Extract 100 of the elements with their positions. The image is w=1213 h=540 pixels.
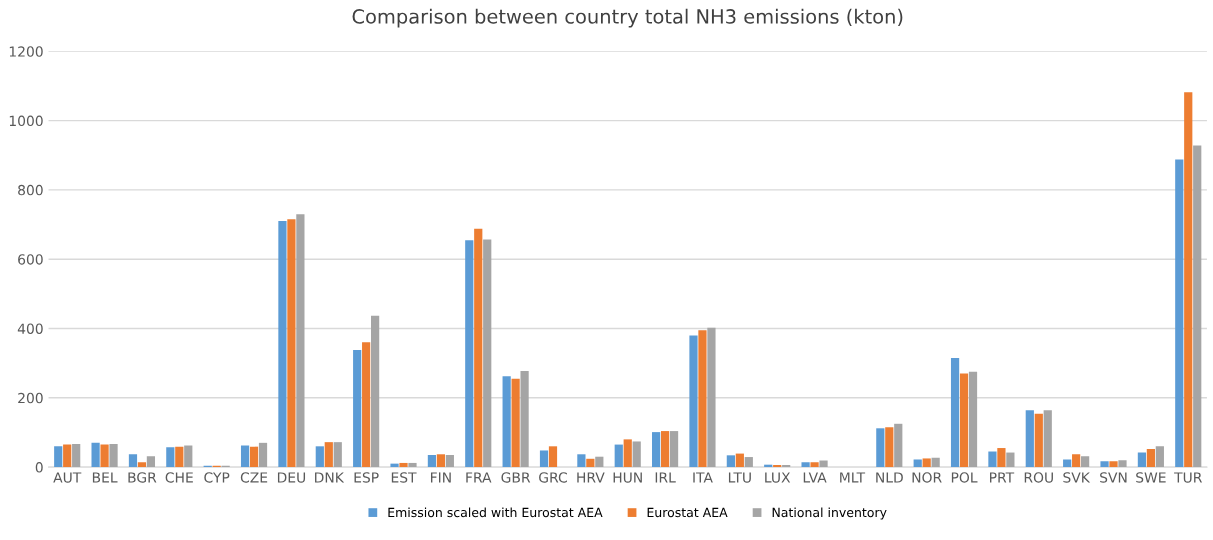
bar <box>689 335 698 468</box>
bar <box>100 444 109 468</box>
bar <box>1175 159 1184 468</box>
bar <box>296 214 305 468</box>
y-tick-label: 800 <box>18 184 43 196</box>
bar <box>146 456 156 468</box>
bar <box>287 219 296 468</box>
x-tick-label: SWE <box>1136 472 1166 483</box>
bar <box>324 442 333 468</box>
x-tick-label: CYP <box>204 472 230 483</box>
bar <box>810 462 819 468</box>
bar <box>623 439 632 468</box>
x-tick-label: MLT <box>840 472 866 483</box>
bar <box>586 458 595 468</box>
x-tick-label: GRC <box>539 472 567 483</box>
x-tick-label: ITA <box>693 472 713 483</box>
bar <box>436 454 445 468</box>
bar <box>315 446 324 468</box>
bar <box>614 444 623 468</box>
x-tick-label: TUR <box>1174 472 1202 483</box>
bar <box>240 445 250 468</box>
x-tick-label: AUT <box>53 472 82 483</box>
x-tick-label: NOR <box>912 472 942 483</box>
x-tick-label: DNK <box>315 472 345 483</box>
bar <box>1043 410 1052 468</box>
bar <box>913 459 922 468</box>
bar <box>1193 145 1202 468</box>
x-tick-label: HRV <box>577 472 605 483</box>
y-tick-label: 1000 <box>9 115 43 127</box>
y-tick-label: 400 <box>17 323 43 334</box>
bar <box>63 444 72 468</box>
bar <box>1100 461 1109 468</box>
bar <box>54 446 63 468</box>
bar <box>539 450 549 468</box>
bar <box>876 428 885 468</box>
bar <box>959 373 969 468</box>
bar <box>819 460 828 468</box>
bar <box>950 357 960 468</box>
bar <box>595 456 604 468</box>
bar <box>445 454 454 468</box>
x-tick-label: ESP <box>354 472 379 483</box>
legend-label: Emission scaled with Eurostat AEA <box>388 507 603 518</box>
bar <box>707 327 716 468</box>
x-tick-label: NLD <box>876 472 903 483</box>
x-tick-label: FIN <box>431 472 451 483</box>
bar <box>1006 452 1015 468</box>
bar <box>408 462 417 468</box>
x-tick-label: CZE <box>240 472 268 483</box>
bar <box>1025 410 1034 468</box>
bar <box>128 454 138 468</box>
bar <box>997 448 1006 468</box>
bar <box>333 442 342 468</box>
bar <box>1109 461 1118 468</box>
bar <box>660 431 670 468</box>
bar <box>258 442 268 468</box>
bar <box>577 454 586 468</box>
bar <box>249 446 259 468</box>
bar <box>109 443 118 468</box>
bar <box>1081 456 1090 468</box>
x-tick-label: CHE <box>165 472 193 483</box>
bar <box>988 451 997 468</box>
bar <box>1063 459 1072 468</box>
x-tick-label: POL <box>951 472 978 483</box>
bar <box>894 423 903 468</box>
x-tick-label: BEL <box>92 472 118 483</box>
bar <box>782 465 791 468</box>
bar <box>1155 446 1164 468</box>
y-tick-label: 200 <box>18 392 43 404</box>
bar <box>278 221 287 468</box>
x-tick-label: IRL <box>655 472 676 483</box>
bar <box>483 239 492 468</box>
bar <box>511 378 520 468</box>
bar <box>465 240 474 468</box>
bar <box>72 443 81 468</box>
x-tick-label: LVA <box>803 472 827 483</box>
bar <box>931 457 940 468</box>
x-tick-label: LTU <box>728 472 751 483</box>
bar <box>184 445 193 468</box>
bar <box>1146 449 1155 468</box>
bar <box>1137 452 1147 468</box>
legend-label: National inventory <box>772 507 887 520</box>
bar <box>669 431 679 468</box>
x-tick-label: LUX <box>765 472 791 483</box>
bar <box>801 462 810 468</box>
bar <box>390 463 399 468</box>
x-tick-label: PRT <box>990 472 1015 483</box>
bar <box>1072 454 1081 468</box>
bar <box>371 315 380 468</box>
bar <box>726 455 735 468</box>
bar <box>548 446 558 468</box>
bar <box>427 454 437 468</box>
bar <box>353 349 362 468</box>
x-tick-label: ROU <box>1024 472 1053 483</box>
bar <box>632 441 641 468</box>
bar <box>698 330 707 468</box>
bar <box>91 442 100 468</box>
x-tick-label: GBR <box>501 472 531 483</box>
bar <box>744 457 753 468</box>
bar <box>474 228 483 468</box>
bar <box>922 458 931 468</box>
